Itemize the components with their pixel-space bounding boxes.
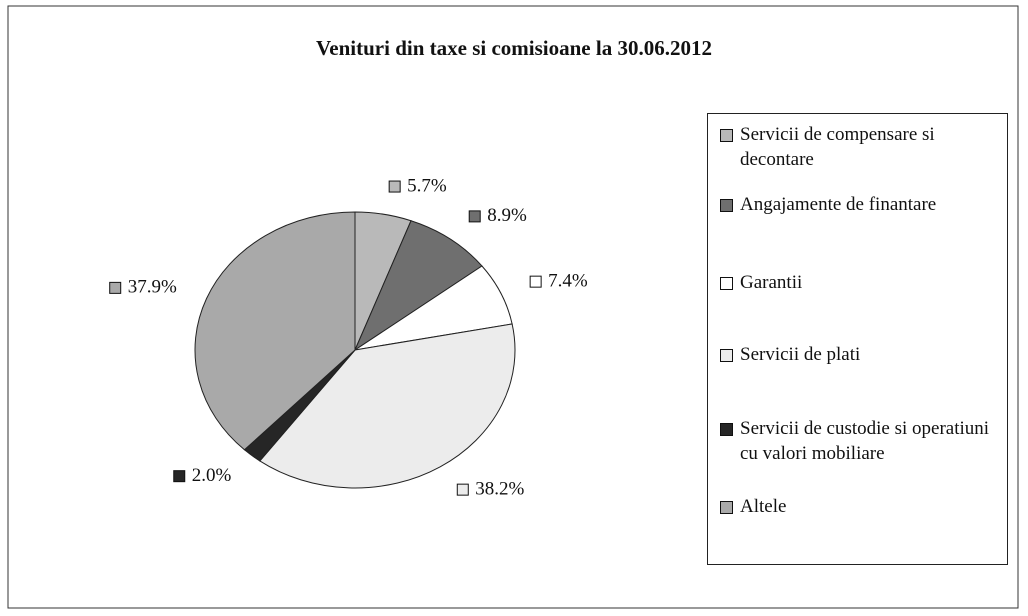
legend: Servicii de compensare si decontare Angaj… — [707, 113, 1008, 565]
data-label: 38.2% — [475, 479, 524, 500]
legend-label: Servicii de plati — [740, 344, 861, 365]
legend-label: Angajamente de finantare — [740, 194, 937, 215]
label-swatch — [388, 180, 401, 193]
data-label: 8.9% — [487, 205, 527, 226]
legend-swatch — [720, 501, 733, 514]
label-swatch — [109, 281, 122, 294]
label-swatch — [529, 275, 542, 288]
label-swatch — [456, 483, 469, 496]
data-label: 2.0% — [192, 465, 232, 486]
legend-entry: Angajamente de finantare — [720, 192, 1000, 217]
chart-title: Venituri din taxe si comisioane la 30.06… — [316, 36, 712, 60]
data-label: 37.9% — [128, 277, 177, 298]
legend-entry: Servicii de plati — [720, 342, 1000, 367]
legend-label: Servicii de custodie si operatiuni cu va… — [740, 418, 990, 464]
legend-swatch — [720, 423, 733, 436]
legend-label: Altele — [740, 496, 787, 517]
chart-border — [7, 5, 1019, 609]
legend-swatch — [720, 349, 733, 362]
data-label: 5.7% — [407, 175, 447, 196]
label-swatch — [468, 210, 481, 223]
label-swatch — [173, 470, 186, 483]
legend-entry: Altele — [720, 494, 1000, 519]
legend-label: Garantii — [740, 272, 803, 293]
legend-entry: Servicii de compensare si decontare — [720, 122, 1000, 172]
legend-entry: Servicii de custodie si operatiuni cu va… — [720, 416, 1000, 466]
legend-entry: Garantii — [720, 270, 1000, 295]
legend-swatch — [720, 129, 733, 142]
pie-slice — [353, 220, 483, 352]
legend-swatch — [720, 199, 733, 212]
pie-slice — [194, 211, 356, 451]
pie-slice — [259, 323, 516, 489]
legend-swatch — [720, 277, 733, 290]
data-label: 7.4% — [548, 271, 588, 292]
legend-label: Servicii de compensare si decontare — [740, 124, 935, 170]
